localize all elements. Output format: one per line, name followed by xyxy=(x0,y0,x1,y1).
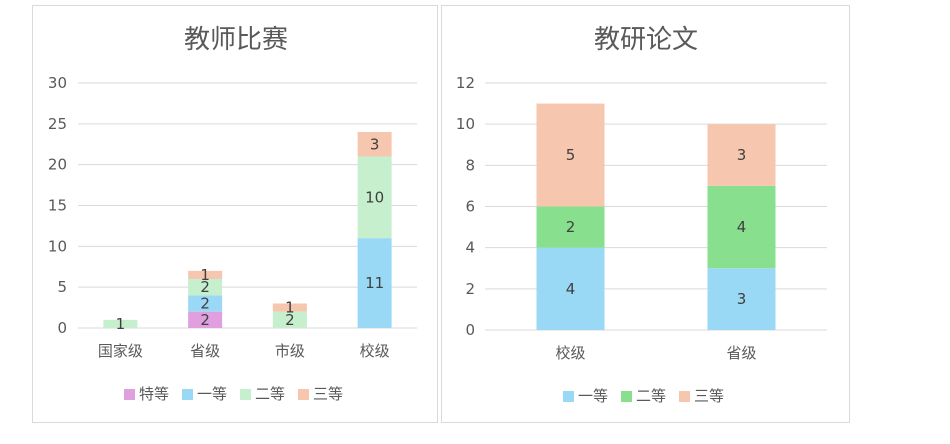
data-label: 2 xyxy=(200,295,210,313)
chart-teacher-competition: 教师比赛0510152025301国家级2221省级21市级11103校级特等一… xyxy=(48,25,417,403)
data-label: 2 xyxy=(200,311,210,329)
data-label: 2 xyxy=(566,218,576,236)
legend-item: 二等 xyxy=(621,387,666,405)
y-tick-label: 4 xyxy=(465,239,475,257)
bar-segment xyxy=(357,156,392,239)
legend-item: 二等 xyxy=(240,385,285,403)
bar-segment xyxy=(188,270,223,279)
legend-label: 二等 xyxy=(636,387,666,405)
legend-item: 特等 xyxy=(124,385,169,403)
legend-swatch xyxy=(563,391,574,402)
bar-segment xyxy=(103,319,138,328)
bar-segment xyxy=(357,132,392,157)
bar-segment xyxy=(357,238,392,328)
data-label: 5 xyxy=(566,146,576,164)
data-label: 1 xyxy=(116,315,126,333)
x-tick-label: 省级 xyxy=(190,342,220,360)
data-label: 3 xyxy=(737,290,747,308)
data-label: 11 xyxy=(365,274,384,292)
data-label: 10 xyxy=(365,188,384,206)
bar-segment xyxy=(536,206,605,248)
legend-label: 三等 xyxy=(313,385,343,403)
bar-segment xyxy=(188,295,223,312)
bar-segment xyxy=(188,311,223,328)
legend-label: 一等 xyxy=(197,385,227,403)
legend-item: 一等 xyxy=(182,385,227,403)
legend-swatch xyxy=(621,391,632,402)
x-tick-label: 市级 xyxy=(275,342,305,360)
y-tick-label: 12 xyxy=(456,74,475,92)
legend-item: 三等 xyxy=(679,387,724,405)
legend-swatch xyxy=(182,389,193,400)
chart-title: 教研论文 xyxy=(594,25,698,55)
y-tick-label: 0 xyxy=(465,321,475,339)
data-label: 2 xyxy=(285,311,295,329)
legend-label: 三等 xyxy=(694,387,724,405)
chart-title: 教师比赛 xyxy=(184,25,288,55)
data-label: 1 xyxy=(285,299,295,317)
y-tick-label: 10 xyxy=(456,115,475,133)
legend-swatch xyxy=(240,389,251,400)
legend-item: 三等 xyxy=(298,385,343,403)
legend-swatch xyxy=(298,389,309,400)
x-tick-label: 国家级 xyxy=(98,342,143,360)
bar-segment xyxy=(707,268,776,330)
data-label: 2 xyxy=(200,278,210,296)
bar-segment xyxy=(188,279,223,296)
bar-segment xyxy=(272,311,307,328)
x-tick-label: 省级 xyxy=(726,344,756,362)
y-tick-label: 6 xyxy=(465,198,475,216)
y-tick-label: 10 xyxy=(48,237,67,255)
legend-swatch xyxy=(679,391,690,402)
y-tick-label: 15 xyxy=(48,197,67,215)
bar-segment xyxy=(272,303,307,312)
y-tick-label: 5 xyxy=(57,278,67,296)
y-tick-label: 20 xyxy=(48,156,67,174)
y-tick-label: 0 xyxy=(57,319,67,337)
bar-segment xyxy=(707,185,776,269)
data-label: 3 xyxy=(370,135,380,153)
y-tick-label: 2 xyxy=(465,280,475,298)
data-label: 4 xyxy=(566,280,576,298)
bar-segment xyxy=(536,103,605,207)
x-tick-label: 校级 xyxy=(555,344,585,362)
y-tick-label: 30 xyxy=(48,74,67,92)
chart-panel-teacher-competition: 教师比赛 0 5 10 15 20 25 30 1 国家级 2 2 2 1 省级 2 1 市级 11 10 3 校级 特等一… xyxy=(32,5,438,423)
bar-segment xyxy=(536,247,605,330)
y-tick-label: 25 xyxy=(48,115,67,133)
x-tick-label: 校级 xyxy=(360,342,390,360)
data-label: 3 xyxy=(737,146,747,164)
legend-label: 特等 xyxy=(139,385,169,403)
legend-item: 一等 xyxy=(563,387,608,405)
y-tick-label: 8 xyxy=(465,156,475,174)
legend-label: 二等 xyxy=(255,385,285,403)
data-label: 4 xyxy=(737,218,747,236)
data-label: 1 xyxy=(200,266,210,284)
chart-panel-research-papers: 教研论文 0 2 4 6 8 10 12 4 2 5 校级 3 4 3 省级一等 二等 三等 xyxy=(441,5,850,423)
bar-segment xyxy=(707,124,776,186)
legend-label: 一等 xyxy=(578,387,608,405)
legend-swatch xyxy=(124,389,135,400)
